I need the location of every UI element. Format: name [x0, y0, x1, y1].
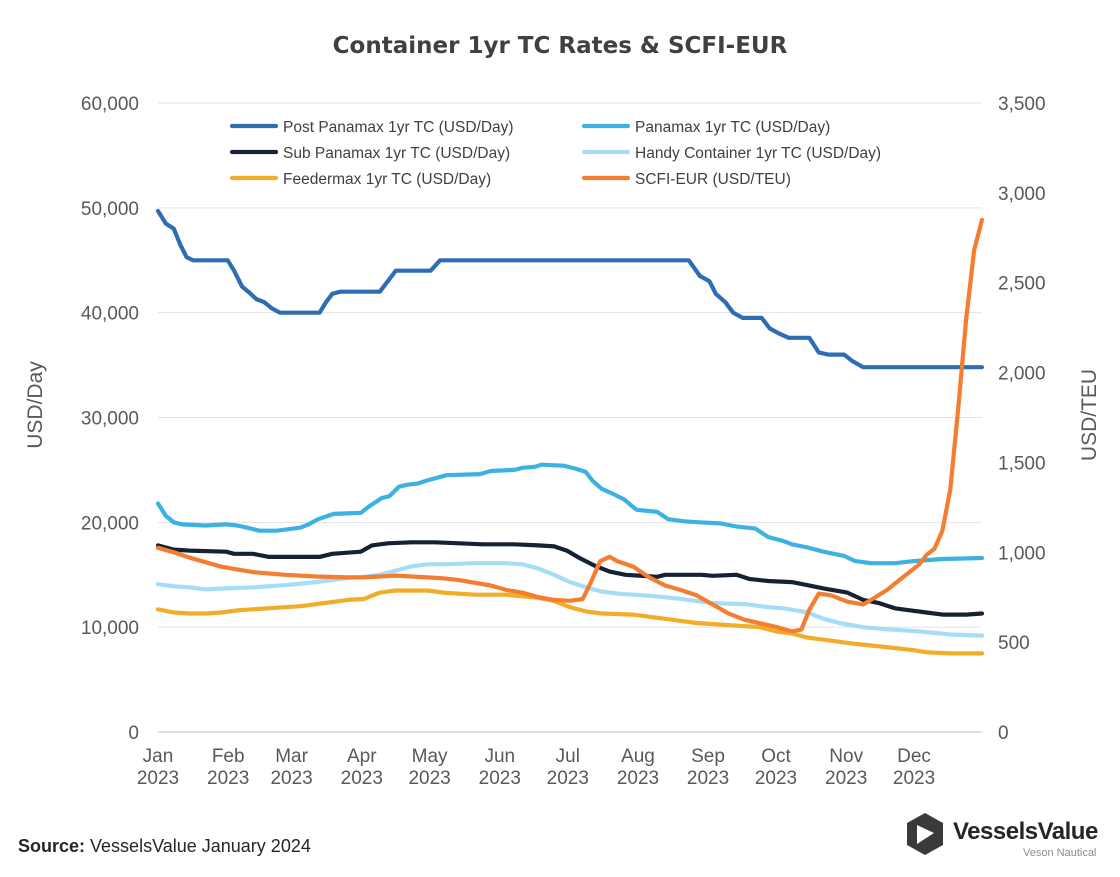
x-tick-label: Jun 2023: [479, 746, 521, 789]
vesselsvalue-logo: VesselsValue Veson Nautical: [905, 812, 1105, 862]
source-note: Source: VesselsValue January 2024: [18, 836, 311, 857]
x-tick-label: Mar 2023: [270, 746, 312, 789]
chart-title: Container 1yr TC Rates & SCFI-EUR: [333, 33, 788, 59]
left-tick-label: 60,000: [81, 94, 139, 115]
left-tick-label: 50,000: [81, 199, 139, 220]
x-tick-label: Jan 2023: [137, 746, 179, 789]
x-tick-label: Apr 2023: [341, 746, 383, 789]
right-tick-label: 2,000: [998, 364, 1046, 385]
legend-label: Sub Panamax 1yr TC (USD/Day): [283, 145, 510, 162]
series-line-4: [155, 588, 985, 656]
x-tick-label: Feb 2023: [207, 746, 249, 789]
right-axis-ticks: 0 500 1,000 1,500 2,000 2,500 3,000 3,500: [998, 94, 1046, 744]
logo-subtitle: Veson Nautical: [1023, 847, 1097, 859]
left-tick-label: 40,000: [81, 304, 139, 325]
right-axis-label: USD/TEU: [1078, 369, 1101, 461]
x-tick-label: Sep 2023: [687, 746, 729, 789]
series-line-2: [155, 540, 985, 617]
series-line-1: [155, 462, 985, 566]
right-tick-label: 500: [998, 633, 1030, 654]
legend-label: SCFI-EUR (USD/TEU): [635, 171, 791, 188]
source-label: Source:: [18, 836, 86, 856]
legend-item: SCFI-EUR (USD/TEU): [581, 171, 791, 188]
left-tick-label: 0: [128, 723, 139, 744]
legend-label: Post Panamax 1yr TC (USD/Day): [283, 119, 514, 136]
left-axis-ticks: 0 10,000 20,000 30,000 40,000 50,000 60,000: [81, 94, 139, 744]
right-tick-label: 0: [998, 723, 1009, 744]
right-tick-label: 2,500: [998, 274, 1046, 295]
legend-label: Feedermax 1yr TC (USD/Day): [283, 171, 491, 188]
legend-item: Post Panamax 1yr TC (USD/Day): [229, 119, 514, 136]
legend-item: Handy Container 1yr TC (USD/Day): [581, 145, 881, 162]
series-line-3: [155, 561, 985, 638]
legend-label: Panamax 1yr TC (USD/Day): [635, 119, 830, 136]
legend-item: Panamax 1yr TC (USD/Day): [581, 119, 830, 136]
x-axis-ticks: Jan 2023 Feb 2023 Mar 2023 Apr 2023 May 2023 Jun 20…: [137, 746, 935, 789]
x-tick-label: May 2023: [408, 746, 450, 789]
right-tick-label: 3,000: [998, 184, 1046, 205]
x-tick-label: Aug 2023: [617, 746, 659, 789]
right-tick-label: 3,500: [998, 94, 1046, 115]
series-lines: [155, 208, 985, 656]
series-line-0: [155, 208, 985, 370]
left-tick-label: 30,000: [81, 409, 139, 430]
left-tick-label: 20,000: [81, 513, 139, 534]
left-axis-label: USD/Day: [24, 361, 47, 449]
source-text: VesselsValue January 2024: [85, 836, 311, 856]
logo-name: VesselsValue: [953, 818, 1098, 845]
legend-label: Handy Container 1yr TC (USD/Day): [635, 145, 881, 162]
legend-item: Feedermax 1yr TC (USD/Day): [229, 171, 491, 188]
right-tick-label: 1,500: [998, 453, 1046, 474]
left-tick-label: 10,000: [81, 618, 139, 639]
x-tick-label: Jul 2023: [547, 746, 589, 789]
series-line-5: [155, 217, 985, 634]
legend-item: Sub Panamax 1yr TC (USD/Day): [229, 145, 510, 162]
right-tick-label: 1,000: [998, 543, 1046, 564]
gridlines: [158, 102, 982, 733]
x-tick-label: Nov 2023: [825, 746, 867, 789]
x-tick-label: Dec 2023: [893, 746, 935, 789]
logo-mark-icon: [907, 813, 943, 855]
legend: Post Panamax 1yr TC (USD/Day) Panamax 1yr…: [229, 119, 881, 188]
x-tick-label: Oct 2023: [755, 746, 797, 789]
